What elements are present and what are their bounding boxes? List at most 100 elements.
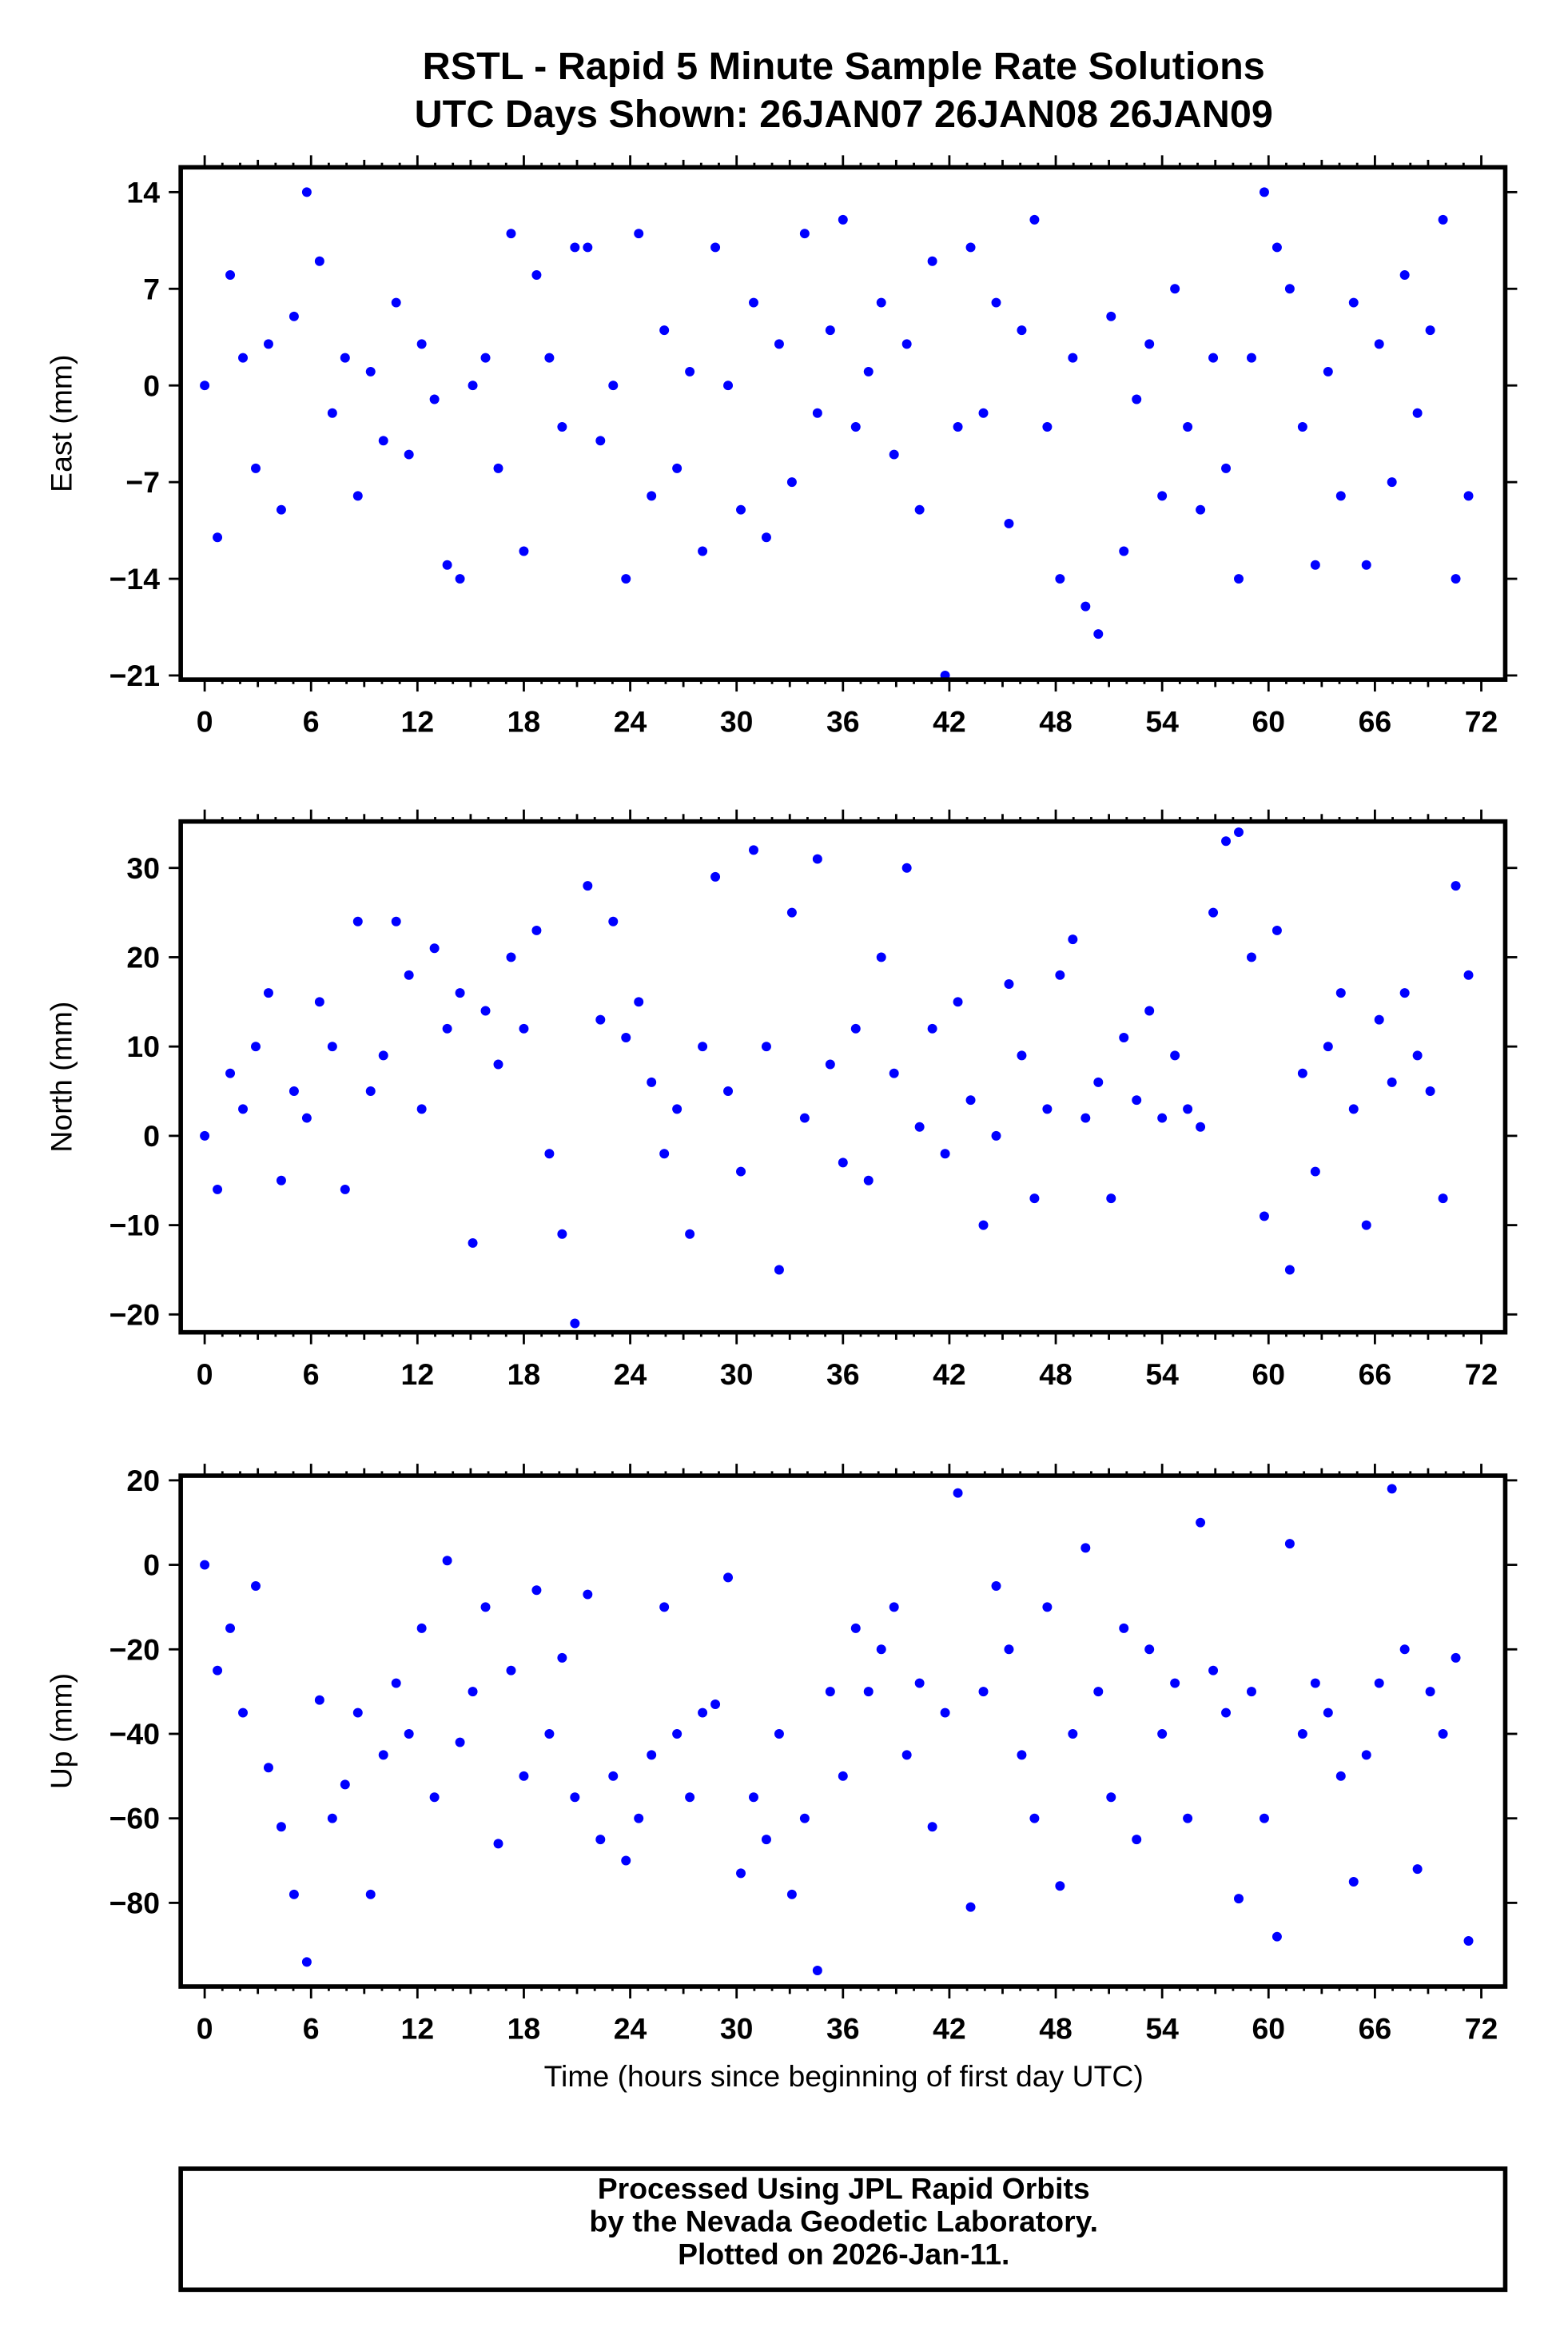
y-tick-label: −80 <box>109 1886 160 1919</box>
x-tick-label: 6 <box>303 705 320 739</box>
data-point-east <box>1196 504 1206 515</box>
data-point-up <box>493 1839 503 1849</box>
data-point-east <box>1170 284 1180 294</box>
data-point-east <box>736 504 746 515</box>
data-point-north <box>685 1229 695 1239</box>
data-point-east <box>340 353 350 363</box>
data-point-up <box>1451 1652 1461 1663</box>
data-point-up <box>1183 1813 1193 1823</box>
data-point-north <box>1246 952 1256 962</box>
data-point-north <box>1106 1193 1116 1204</box>
data-point-north <box>404 970 414 980</box>
data-point-north <box>583 881 593 891</box>
data-point-up <box>1297 1728 1307 1739</box>
y-tick-label: −21 <box>109 659 160 692</box>
data-point-north <box>901 863 912 873</box>
data-point-north <box>1132 1095 1142 1106</box>
data-point-north <box>1196 1122 1206 1132</box>
data-point-north <box>1284 1265 1295 1275</box>
data-point-east <box>1348 297 1359 308</box>
data-point-up <box>531 1585 542 1596</box>
data-point-east <box>685 366 695 377</box>
data-point-up <box>774 1728 784 1739</box>
data-point-east <box>914 504 925 515</box>
y-tick-label: 20 <box>126 1464 160 1497</box>
data-point-up <box>1004 1644 1014 1655</box>
data-point-north <box>749 845 758 855</box>
data-point-east <box>276 504 286 515</box>
data-point-up <box>710 1699 721 1709</box>
data-point-east <box>263 339 273 349</box>
data-point-up <box>1361 1750 1371 1760</box>
data-point-north <box>634 997 644 1007</box>
data-point-east <box>647 491 657 501</box>
data-point-east <box>200 381 210 391</box>
data-point-up <box>468 1687 478 1697</box>
data-point-east <box>889 449 899 460</box>
data-point-up <box>570 1792 580 1803</box>
data-point-north <box>876 952 886 962</box>
data-point-east <box>378 436 388 446</box>
data-point-up <box>519 1771 529 1781</box>
data-point-north <box>493 1059 503 1070</box>
data-point-north <box>1323 1042 1333 1052</box>
data-point-up <box>1208 1665 1219 1676</box>
data-point-north <box>1272 925 1282 935</box>
data-point-east <box>468 381 478 391</box>
x-tick-label: 12 <box>401 1357 435 1391</box>
data-point-north <box>263 988 273 998</box>
data-point-north <box>1259 1211 1269 1221</box>
data-point-east <box>825 325 835 336</box>
data-point-north <box>1335 988 1346 998</box>
data-point-up <box>1144 1644 1155 1655</box>
y-axis-label: North (mm) <box>45 1002 78 1153</box>
data-point-east <box>429 394 440 404</box>
y-tick-label: 0 <box>143 1119 160 1153</box>
y-tick-label: −10 <box>109 1209 160 1242</box>
data-point-east <box>583 242 593 253</box>
y-axis-label: East (mm) <box>45 355 78 492</box>
y-tick-label: −20 <box>109 1632 160 1666</box>
data-point-east <box>1412 408 1423 418</box>
data-point-north <box>570 1318 580 1329</box>
data-point-north <box>468 1237 478 1248</box>
data-point-east <box>289 311 299 321</box>
data-point-up <box>1284 1539 1295 1549</box>
data-point-north <box>723 1086 734 1097</box>
data-point-north <box>352 916 363 926</box>
data-point-north <box>340 1184 350 1194</box>
data-point-north <box>991 1130 1001 1141</box>
y-tick-label: 30 <box>126 851 160 885</box>
plot-frame-up <box>178 1473 1508 1989</box>
data-point-up <box>965 1902 976 1912</box>
data-point-up <box>991 1581 1001 1591</box>
x-tick-label: 54 <box>1145 705 1179 739</box>
x-tick-label: 48 <box>1039 2011 1073 2045</box>
data-point-up <box>1132 1835 1142 1845</box>
data-point-east <box>749 297 758 308</box>
data-point-up <box>1170 1678 1180 1688</box>
data-point-east <box>761 532 771 543</box>
data-point-east <box>786 477 797 488</box>
data-point-up <box>953 1488 963 1498</box>
plot-frame-east <box>178 165 1508 682</box>
x-tick-label: 42 <box>933 1357 966 1391</box>
x-tick-label: 72 <box>1465 1357 1498 1391</box>
data-point-north <box>1144 1006 1155 1016</box>
data-point-east <box>799 229 810 239</box>
data-point-north <box>698 1042 708 1052</box>
data-point-up <box>1399 1644 1410 1655</box>
data-point-up <box>812 1965 822 1975</box>
data-point-north <box>1055 970 1065 980</box>
data-point-north <box>251 1042 261 1052</box>
data-point-east <box>621 574 631 584</box>
data-point-east <box>1387 477 1397 488</box>
data-point-up <box>416 1623 427 1633</box>
data-point-east <box>608 381 619 391</box>
data-point-up <box>1412 1864 1423 1875</box>
data-point-east <box>1221 463 1232 473</box>
data-point-east <box>1284 284 1295 294</box>
data-point-east <box>1246 353 1256 363</box>
x-tick-label: 30 <box>720 705 754 739</box>
data-point-up <box>736 1868 746 1879</box>
